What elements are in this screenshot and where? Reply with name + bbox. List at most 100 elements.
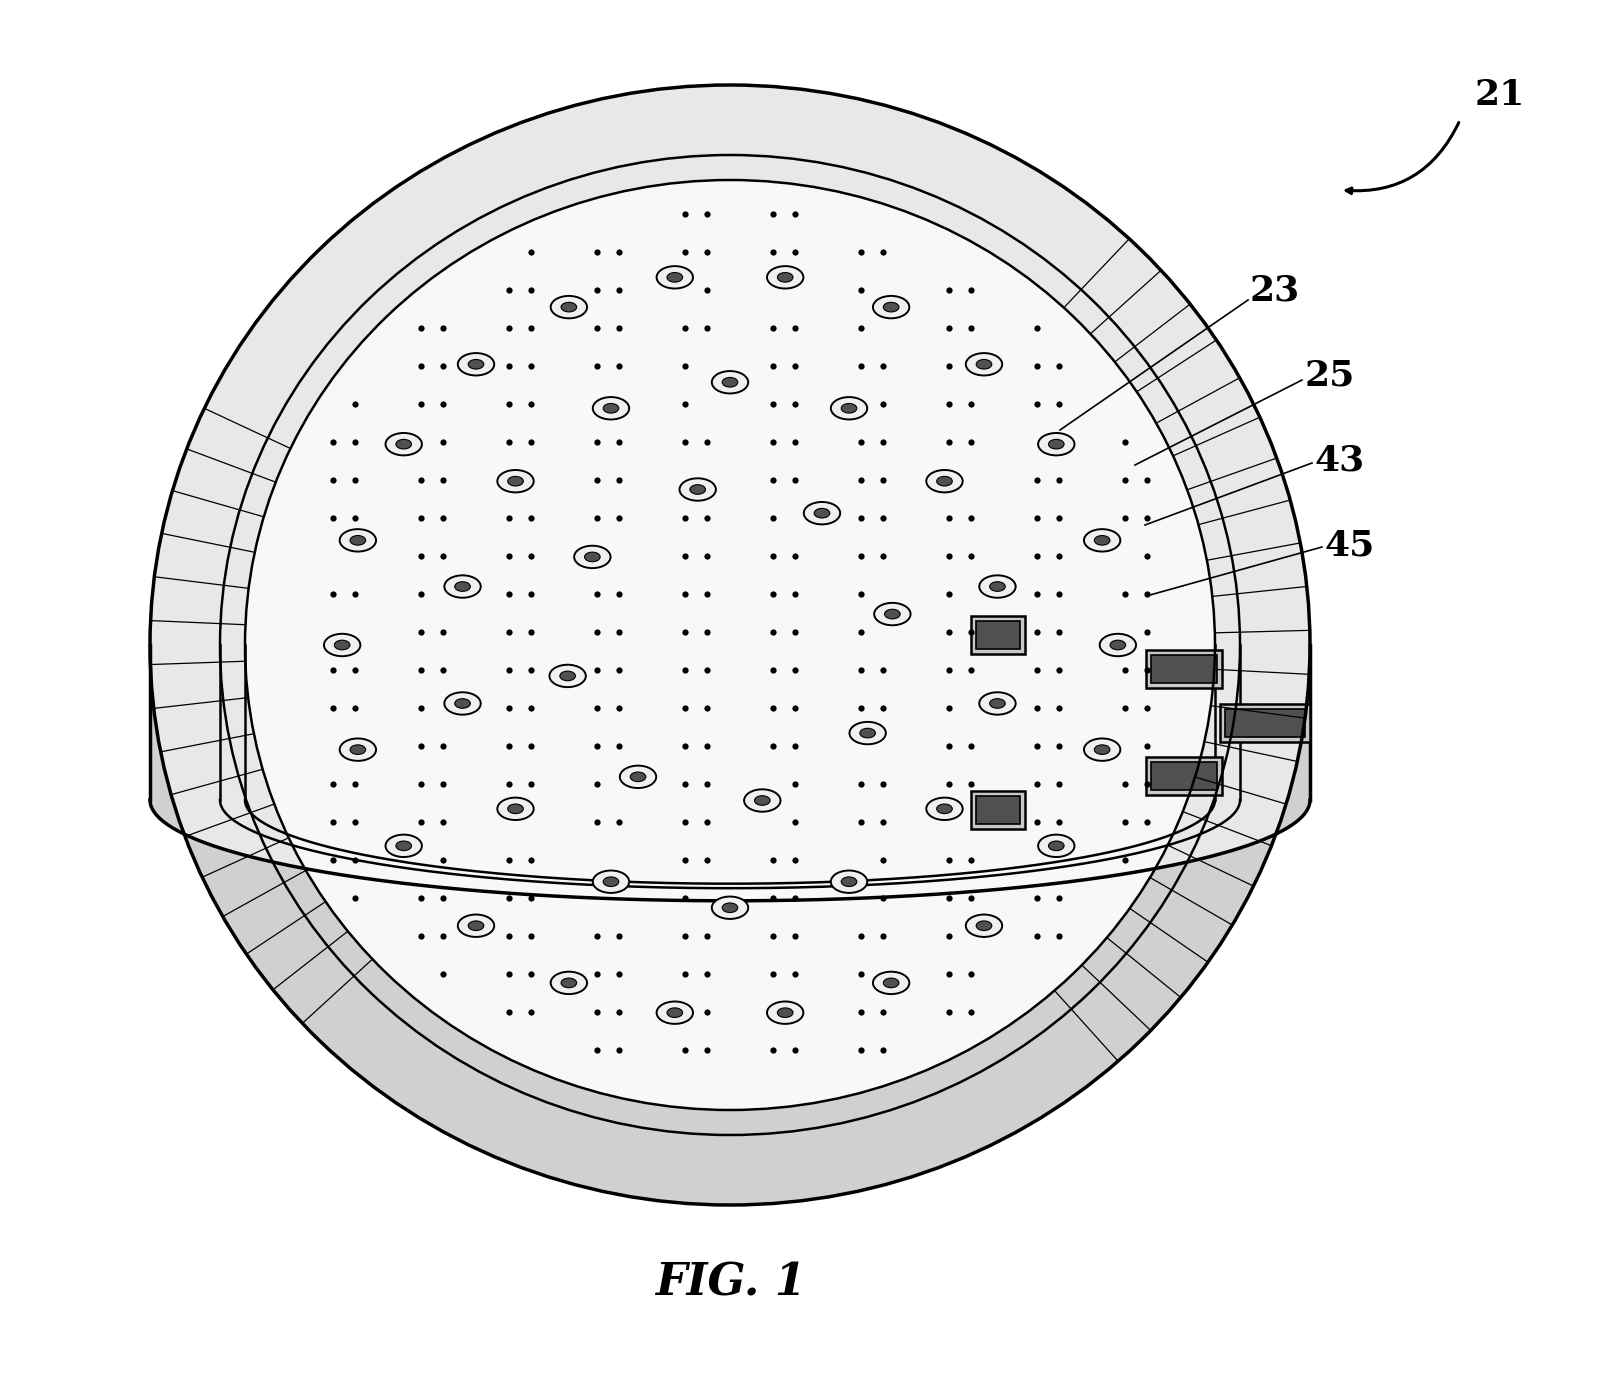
Ellipse shape	[883, 978, 899, 987]
Ellipse shape	[831, 870, 867, 892]
Text: 43: 43	[1315, 443, 1365, 477]
Ellipse shape	[467, 921, 484, 931]
Ellipse shape	[990, 698, 1005, 708]
Ellipse shape	[936, 476, 953, 485]
Ellipse shape	[966, 353, 1001, 375]
Ellipse shape	[325, 634, 360, 656]
Ellipse shape	[575, 546, 610, 568]
FancyBboxPatch shape	[1146, 650, 1222, 688]
Ellipse shape	[1094, 535, 1110, 544]
Ellipse shape	[927, 798, 962, 820]
Ellipse shape	[777, 272, 794, 282]
FancyBboxPatch shape	[971, 616, 1024, 654]
Polygon shape	[149, 645, 1310, 1204]
Bar	[975, 622, 1019, 649]
Ellipse shape	[562, 978, 576, 987]
FancyBboxPatch shape	[1220, 704, 1310, 741]
Ellipse shape	[351, 745, 365, 755]
Polygon shape	[149, 85, 1310, 1204]
Ellipse shape	[690, 485, 706, 494]
Ellipse shape	[550, 296, 588, 318]
Ellipse shape	[722, 378, 738, 386]
Ellipse shape	[386, 433, 422, 455]
Ellipse shape	[831, 397, 867, 419]
Ellipse shape	[680, 478, 716, 500]
Ellipse shape	[803, 502, 841, 524]
Ellipse shape	[604, 877, 618, 887]
Ellipse shape	[873, 296, 909, 318]
Ellipse shape	[1039, 433, 1074, 455]
Ellipse shape	[860, 729, 875, 738]
Ellipse shape	[979, 575, 1016, 598]
Ellipse shape	[841, 403, 857, 412]
Ellipse shape	[712, 371, 748, 393]
Ellipse shape	[339, 738, 377, 760]
Ellipse shape	[497, 798, 534, 820]
Ellipse shape	[927, 470, 962, 492]
Ellipse shape	[339, 529, 377, 551]
Ellipse shape	[722, 903, 738, 913]
Ellipse shape	[592, 870, 630, 892]
Polygon shape	[149, 85, 1310, 1204]
Bar	[1151, 762, 1217, 789]
Ellipse shape	[1039, 835, 1074, 857]
Ellipse shape	[508, 476, 523, 485]
Ellipse shape	[396, 842, 412, 851]
Ellipse shape	[849, 722, 886, 744]
Ellipse shape	[454, 582, 471, 591]
Text: FIG. 1: FIG. 1	[654, 1262, 805, 1305]
Ellipse shape	[768, 267, 803, 289]
Ellipse shape	[1100, 634, 1136, 656]
Ellipse shape	[873, 972, 909, 994]
Ellipse shape	[445, 575, 480, 598]
Bar	[1225, 708, 1305, 737]
Ellipse shape	[560, 671, 576, 681]
Ellipse shape	[1048, 842, 1065, 851]
FancyBboxPatch shape	[971, 791, 1024, 829]
Ellipse shape	[755, 796, 769, 806]
Ellipse shape	[351, 535, 365, 544]
Ellipse shape	[990, 582, 1005, 591]
Ellipse shape	[1110, 641, 1126, 650]
Ellipse shape	[979, 692, 1016, 715]
Ellipse shape	[768, 1001, 803, 1024]
Ellipse shape	[386, 835, 422, 857]
Ellipse shape	[550, 664, 586, 688]
Ellipse shape	[966, 914, 1001, 936]
Text: 45: 45	[1324, 528, 1375, 562]
Text: 23: 23	[1250, 274, 1300, 307]
Ellipse shape	[743, 789, 781, 811]
Ellipse shape	[975, 921, 992, 931]
Ellipse shape	[1094, 745, 1110, 755]
Ellipse shape	[667, 1008, 683, 1018]
Bar	[1151, 654, 1217, 683]
Ellipse shape	[815, 509, 829, 518]
Polygon shape	[245, 180, 1216, 1110]
Ellipse shape	[396, 440, 412, 450]
Ellipse shape	[777, 1008, 794, 1018]
Ellipse shape	[975, 359, 992, 368]
Ellipse shape	[1084, 738, 1120, 760]
Ellipse shape	[467, 359, 484, 368]
FancyBboxPatch shape	[1146, 756, 1222, 795]
Ellipse shape	[508, 804, 523, 814]
Ellipse shape	[883, 302, 899, 312]
Ellipse shape	[445, 692, 480, 715]
Ellipse shape	[458, 914, 495, 936]
Ellipse shape	[497, 470, 534, 492]
Ellipse shape	[584, 553, 601, 562]
Ellipse shape	[604, 403, 618, 412]
Ellipse shape	[1048, 440, 1065, 450]
Ellipse shape	[630, 771, 646, 781]
Ellipse shape	[454, 698, 471, 708]
Ellipse shape	[458, 353, 495, 375]
Ellipse shape	[885, 609, 901, 619]
Ellipse shape	[667, 272, 683, 282]
Ellipse shape	[936, 804, 953, 814]
Ellipse shape	[1084, 529, 1120, 551]
Bar	[975, 796, 1019, 824]
Ellipse shape	[657, 267, 693, 289]
Ellipse shape	[562, 302, 576, 312]
Text: 21: 21	[1475, 78, 1526, 111]
Ellipse shape	[875, 602, 911, 626]
